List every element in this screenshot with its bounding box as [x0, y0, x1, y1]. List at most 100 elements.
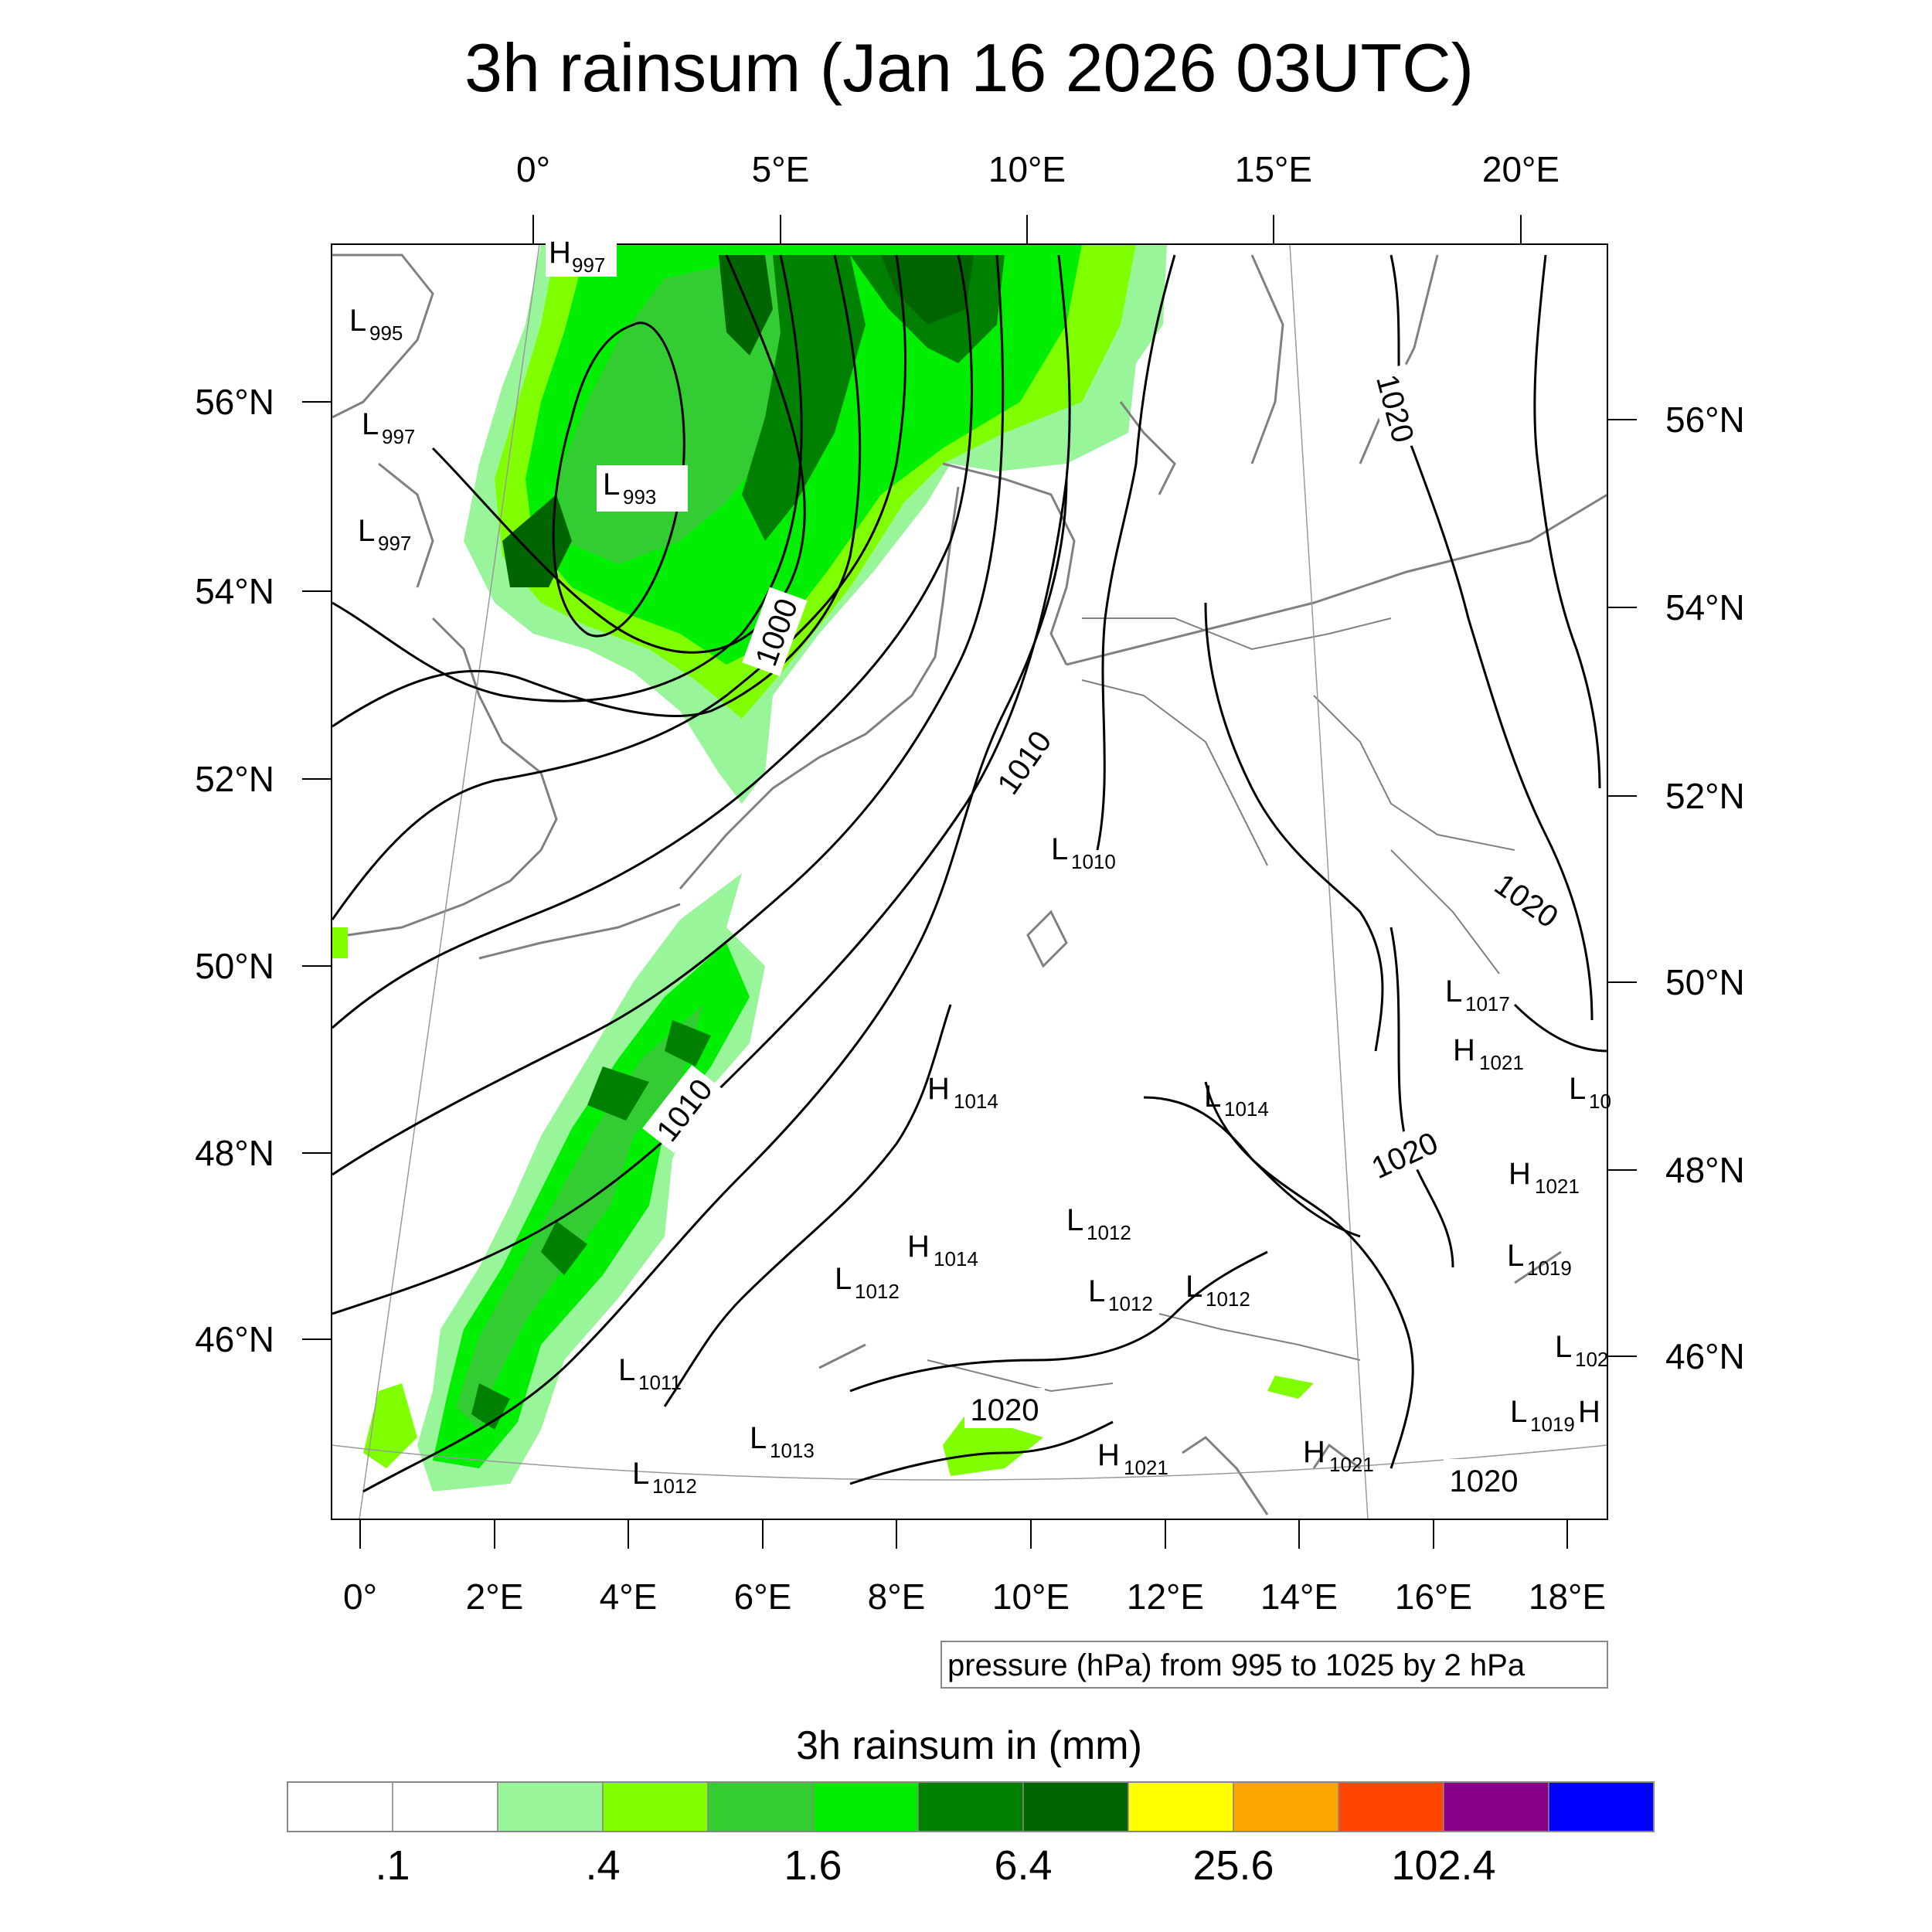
- colorbar-tick-label: .1: [375, 1842, 410, 1889]
- isobar-label: 1020: [971, 1393, 1039, 1427]
- pressure-center-type: H: [549, 236, 571, 270]
- pressure-center-value: 1021: [1479, 1051, 1524, 1074]
- pressure-center-type: L: [603, 468, 620, 502]
- left-axis-labels: 56°N 54°N 52°N 50°N 48°N 46°N: [195, 382, 274, 1359]
- map-plot: [332, 244, 1607, 1519]
- right-tick-label: 46°N: [1665, 1336, 1745, 1376]
- left-tick-label: 54°N: [195, 571, 274, 611]
- isobar-label: 1020: [1450, 1464, 1519, 1498]
- axis-ticks: [302, 215, 1637, 1549]
- pressure-center-type: L: [750, 1421, 767, 1455]
- top-tick-label: 10°E: [988, 149, 1066, 189]
- colorbar-swatches: [287, 1781, 1655, 1832]
- right-tick-label: 50°N: [1665, 962, 1745, 1002]
- bottom-tick-label: 10°E: [992, 1577, 1070, 1617]
- colorbar-tick-label: .4: [585, 1842, 620, 1889]
- pressure-center-value: 1012: [855, 1280, 900, 1303]
- pressure-center-type: L: [1185, 1270, 1202, 1304]
- colorbar-tick-label: 25.6: [1192, 1842, 1274, 1889]
- isobars: [332, 254, 1607, 1493]
- contour-info: pressure (hPa) from 995 to 1025 by 2 hPa: [940, 1641, 1608, 1689]
- pressure-center-type: L: [1066, 1203, 1083, 1237]
- colorbar-title: 3h rainsum in (mm): [796, 1723, 1142, 1768]
- colorbar-swatch: [1128, 1781, 1234, 1832]
- pressure-center-type: H: [1509, 1157, 1531, 1191]
- colorbar-swatch: [497, 1781, 604, 1832]
- colorbar-tick-label: 102.4: [1391, 1842, 1495, 1889]
- pressure-center-type: L: [1510, 1395, 1527, 1429]
- colorbar-swatch: [1338, 1781, 1444, 1832]
- colorbar-swatch: [1022, 1781, 1129, 1832]
- pressure-center-type: H: [1303, 1435, 1325, 1469]
- pressure-center-type: H: [1453, 1033, 1475, 1067]
- pressure-center-type: L: [1555, 1330, 1572, 1364]
- pressure-center-type: L: [835, 1262, 852, 1296]
- pressure-center-value: 1014: [934, 1247, 978, 1270]
- pressure-center-value: 1012: [652, 1475, 697, 1498]
- pressure-center-type: L: [632, 1457, 649, 1491]
- pressure-center-value: 995: [369, 321, 403, 345]
- pressure-center-value: 1012: [1087, 1221, 1131, 1244]
- pressure-center-value: 1010: [1071, 850, 1116, 873]
- left-tick-label: 50°N: [195, 946, 274, 986]
- pressure-center-value: 1013: [770, 1439, 815, 1462]
- bottom-tick-label: 12°E: [1127, 1577, 1204, 1617]
- bottom-tick-label: 0°: [343, 1577, 377, 1617]
- pressure-center-value: 10: [1589, 1090, 1611, 1113]
- pressure-center-value: 1017: [1465, 992, 1510, 1015]
- pressure-center-value: 1012: [1108, 1292, 1153, 1315]
- pressure-center-value: 993: [623, 485, 656, 509]
- right-axis-labels: 56°N 54°N 52°N 50°N 48°N 46°N: [1665, 400, 1745, 1376]
- colorbar-tick-label: 6.4: [994, 1842, 1052, 1889]
- top-tick-label: 20°E: [1482, 149, 1560, 189]
- pressure-center-type: L: [618, 1353, 635, 1387]
- bottom-tick-label: 14°E: [1260, 1577, 1338, 1617]
- country-borders: [927, 617, 1515, 1393]
- right-tick-label: 48°N: [1665, 1150, 1745, 1190]
- pressure-center-value: 1012: [1206, 1287, 1250, 1311]
- pressure-center-value: 997: [378, 532, 411, 555]
- pressure-center-type: L: [1507, 1239, 1524, 1273]
- colorbar-swatch: [917, 1781, 1024, 1832]
- pressure-center-type: H: [1097, 1438, 1120, 1472]
- map-frame: [331, 243, 1608, 1520]
- pressure-centers: H 997 L 995 L 997 L 997 L 993 L 1010 H 1…: [349, 236, 1611, 1498]
- colorbar-swatch: [707, 1781, 814, 1832]
- bottom-tick-label: 8°E: [868, 1577, 926, 1617]
- pressure-center-value: 1019: [1530, 1413, 1575, 1436]
- contour-info-text: pressure (hPa) from 995 to 1025 by 2 hPa: [947, 1648, 1526, 1682]
- pressure-center-type: L: [1204, 1080, 1221, 1114]
- right-tick-label: 56°N: [1665, 400, 1745, 440]
- top-tick-label: 5°E: [752, 149, 810, 189]
- map-title: 3h rainsum (Jan 16 2026 03UTC): [464, 29, 1474, 106]
- pressure-center-value: 997: [572, 253, 605, 277]
- pressure-center-type: H: [907, 1230, 930, 1264]
- top-tick-label: 15°E: [1235, 149, 1312, 189]
- pressure-center-type: L: [1088, 1274, 1105, 1308]
- colorbar-swatch: [602, 1781, 709, 1832]
- colorbar-swatch: [392, 1781, 498, 1832]
- bottom-tick-label: 4°E: [600, 1577, 658, 1617]
- coastlines: [332, 253, 1607, 1515]
- precip-southwest: [332, 873, 1314, 1492]
- colorbar-tick-label: 1.6: [784, 1842, 842, 1889]
- pressure-center-type: L: [362, 407, 379, 441]
- right-tick-label: 54°N: [1665, 587, 1745, 628]
- pressure-center-type: L: [358, 514, 375, 548]
- bottom-tick-label: 2°E: [466, 1577, 524, 1617]
- pressure-center-value: 1019: [1527, 1257, 1572, 1280]
- pressure-center-value: 1014: [954, 1090, 998, 1113]
- top-axis-labels: 0° 5°E 10°E 15°E 20°E: [516, 149, 1560, 189]
- pressure-center-type: L: [1051, 832, 1068, 866]
- pressure-center-type: H: [927, 1072, 950, 1106]
- pressure-center-value: 1021: [1124, 1456, 1168, 1479]
- pressure-center-value: 102: [1575, 1348, 1608, 1371]
- precip-north: [464, 244, 1167, 804]
- top-tick-label: 0°: [516, 149, 550, 189]
- colorbar-swatch: [1443, 1781, 1549, 1832]
- bottom-tick-label: 6°E: [734, 1577, 792, 1617]
- left-tick-label: 48°N: [195, 1133, 274, 1173]
- pressure-center-type: L: [349, 304, 366, 338]
